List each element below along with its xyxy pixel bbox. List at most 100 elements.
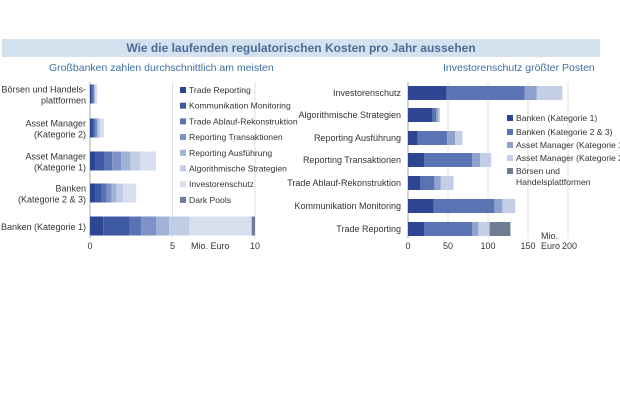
left-category-label: (Kategorie 2 & 3) (18, 195, 86, 205)
right-bar-segment (433, 199, 495, 213)
left-legend-swatch (180, 149, 186, 156)
left-bar-segment (169, 216, 189, 236)
left-tick-label: 0 (87, 241, 92, 251)
left-bar-segment (92, 84, 94, 104)
left-legend-swatch (180, 181, 186, 188)
right-bar-segment (432, 108, 436, 122)
left-bar-segment (130, 151, 141, 171)
right-legend-swatch (507, 168, 513, 174)
title-bar: Wie die laufenden regulatorischen Kosten… (2, 39, 600, 57)
right-bar-segment (436, 108, 439, 122)
right-category-label: Reporting Transaktionen (303, 155, 401, 165)
chart-title: Wie die laufenden regulatorischen Kosten… (126, 41, 476, 55)
left-bar-segment (141, 216, 156, 236)
left-chart-subtitle: Großbanken zahlen durchschnittlich am me… (49, 62, 274, 74)
right-bar-segment (472, 222, 479, 236)
left-bar-segment (123, 183, 137, 203)
left-bar-segment (103, 216, 130, 236)
right-bar-segment (455, 131, 463, 145)
right-category-label: Kommunikation Monitoring (294, 201, 401, 211)
right-bar-segment (494, 199, 503, 213)
left-legend-swatch (180, 134, 186, 141)
left-category-label: Banken (55, 184, 86, 194)
right-bar-segment (446, 86, 525, 100)
left-tick-label: 10 (250, 241, 260, 251)
right-tick-label: 50 (443, 241, 453, 251)
left-bar-segment (121, 151, 131, 171)
left-category-label: (Kategorie 2) (34, 130, 86, 140)
right-legend-label: Asset Manager (Kategorie 1) (516, 140, 620, 150)
left-legend-label: Trade Reporting (189, 85, 251, 95)
right-legend-swatch (507, 142, 513, 148)
left-bar-segment (97, 118, 99, 138)
right-bar-segment (424, 153, 472, 167)
left-tick-label: 5 (170, 241, 175, 251)
left-bar-segment (90, 84, 92, 104)
left-bar-segment (95, 118, 98, 138)
left-bar-segment (129, 216, 142, 236)
right-bar-segment (408, 222, 424, 236)
left-bar-segment (95, 183, 102, 203)
right-bar-segment (472, 153, 480, 167)
right-category-label: Trade Reporting (336, 224, 401, 234)
right-bar-segment (408, 108, 432, 122)
left-category-label: (Kategorie 1) (34, 163, 86, 173)
left-bar-segment (95, 151, 105, 171)
left-bar-segment (94, 84, 96, 104)
left-bar-segment (251, 216, 255, 236)
right-category-label: Investorenschutz (333, 88, 402, 98)
left-bar-segment (189, 216, 252, 236)
left-legend-swatch (180, 102, 186, 109)
left-bar-segment (104, 151, 113, 171)
left-bar-segment (116, 183, 123, 203)
right-tick-label: 100 (480, 241, 495, 251)
right-legend-label: Handelsplattformen (516, 177, 591, 187)
right-unit-label: Euro (541, 241, 560, 251)
left-bar-segment (93, 118, 96, 138)
left-legend-swatch (180, 87, 186, 93)
right-category-label: Algorithmische Strategien (298, 110, 401, 120)
left-legend-label: Reporting Ausführung (189, 148, 272, 158)
right-tick-label: 0 (405, 241, 410, 251)
left-unit-label: Mio. Euro (191, 241, 230, 251)
right-legend-label: Banken (Kategorie 1) (516, 113, 597, 123)
right-bar-segment (434, 176, 441, 190)
left-category-label: Asset Manager (25, 152, 86, 162)
left-bar-segment (140, 151, 156, 171)
left-bar-segment (106, 183, 112, 203)
right-legend-swatch (507, 115, 513, 121)
left-category-label: Banken (Kategorie 1) (1, 222, 86, 232)
right-bar-segment (438, 108, 440, 122)
left-legend-label: Reporting Transaktionen (189, 132, 283, 142)
left-bar-segment (111, 183, 117, 203)
right-legend-label: Asset Manager (Kategorie 2) (516, 153, 620, 163)
left-bar-segment (93, 84, 95, 104)
left-legend-swatch (180, 118, 186, 125)
right-legend-label: Banken (Kategorie 2 & 3) (516, 127, 613, 137)
right-category-label: Reporting Ausführung (314, 133, 401, 143)
left-bar-segment (99, 118, 105, 138)
left-category-label: Asset Manager (25, 119, 86, 129)
right-bar-segment (424, 222, 472, 236)
right-bar-segment (408, 153, 424, 167)
left-legend-label: Investorenschutz (189, 179, 254, 189)
right-bar-segment (480, 153, 492, 167)
right-tick-label: 150 (520, 241, 535, 251)
right-bar-segment (447, 131, 456, 145)
right-bar-segment (408, 199, 434, 213)
left-bar-segment (156, 216, 170, 236)
left-bar-segment (91, 118, 94, 138)
left-legend-label: Dark Pools (189, 195, 231, 205)
left-legend-label: Kommunikation Monitoring (189, 101, 291, 111)
right-chart-subtitle: Investorenschutz größter Posten (443, 62, 595, 74)
right-bar-segment (536, 86, 563, 100)
right-unit-label: Mio. (541, 231, 558, 241)
left-legend-label: Algorithmische Strategien (189, 164, 287, 174)
left-bar-segment (90, 183, 96, 203)
left-bar-segment (98, 118, 100, 138)
right-bar-segment (502, 199, 516, 213)
left-legend-label: Trade Ablauf-Rekonstruktion (189, 116, 298, 126)
right-bar-segment (408, 131, 418, 145)
left-bar-segment (90, 151, 96, 171)
